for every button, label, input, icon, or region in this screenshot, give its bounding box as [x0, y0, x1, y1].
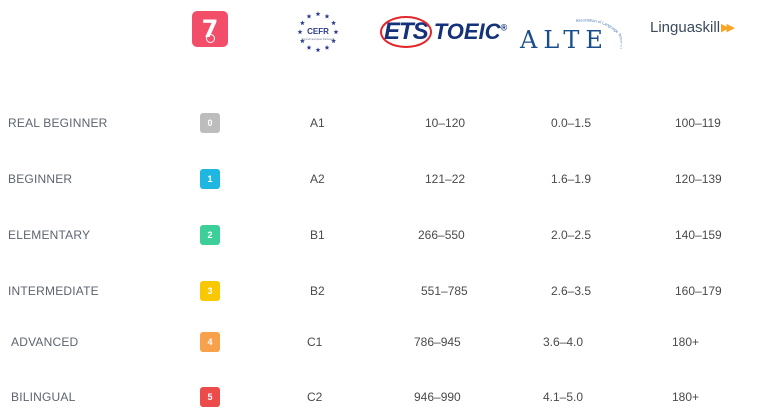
- linguaskill-value: 160–179: [675, 284, 722, 298]
- table-row: ELEMENTARY 2 B1 266–550 2.0–2.5 140–159: [0, 223, 772, 247]
- level-name: BILINGUAL: [11, 390, 76, 404]
- alte-value: 2.6–3.5: [551, 284, 592, 298]
- toeic-value: 786–945: [414, 335, 461, 349]
- cefr-value: A2: [310, 172, 325, 186]
- cefr-value: C2: [307, 390, 323, 404]
- cefr-value: B2: [310, 284, 325, 298]
- cefr-value: C1: [307, 335, 323, 349]
- table-row: BILINGUAL 5 C2 946–990 4.1–5.0 180+: [0, 385, 772, 409]
- alte-value: 4.1–5.0: [543, 390, 584, 404]
- table-row: INTERMEDIATE 3 B2 551–785 2.6–3.5 160–179: [0, 279, 772, 303]
- linguaskill-value: 180+: [672, 335, 700, 349]
- cefr-stars-icon: CEFR Common European Framework: [297, 11, 339, 53]
- level-badge: 4: [200, 332, 220, 352]
- level-badge: 1: [200, 169, 220, 189]
- cefr-star: [333, 29, 339, 35]
- level-badge: 3: [200, 281, 220, 301]
- table-row: BEGINNER 1 A2 121–22 1.6–1.9 120–139: [0, 167, 772, 191]
- table-row: ADVANCED 4 C1 786–945 3.6–4.0 180+: [0, 330, 772, 354]
- toeic-value: 121–22: [425, 172, 466, 186]
- cefr-value: A1: [310, 116, 325, 130]
- table-row: REAL BEGINNER 0 A1 10–120 0.0–1.5 100–119: [0, 111, 772, 135]
- ets-toeic-logo: ETS TOEIC®: [380, 14, 507, 50]
- level-name: INTERMEDIATE: [8, 284, 99, 298]
- registered-mark: ®: [500, 22, 508, 33]
- alte-label: ALTE: [520, 26, 609, 54]
- level-badge: 0: [200, 113, 220, 133]
- seven-brand-logo: 7: [192, 11, 228, 47]
- seven-brand-icon: [206, 34, 215, 43]
- level-badge: 2: [200, 225, 220, 245]
- linguaskill-value: 180+: [672, 390, 700, 404]
- level-name: REAL BEGINNER: [8, 116, 108, 130]
- level-name: ELEMENTARY: [8, 228, 91, 242]
- toeic-label: TOEIC®: [434, 19, 507, 45]
- toeic-value: 266–550: [418, 228, 465, 242]
- cefr-logo: CEFR Common European Framework: [296, 10, 340, 54]
- toeic-value: 551–785: [421, 284, 468, 298]
- toeic-value: 10–120: [425, 116, 466, 130]
- cefr-star: [299, 38, 305, 44]
- cefr-star: [306, 44, 312, 50]
- ets-label: ETS: [380, 16, 432, 48]
- cefr-label: CEFR: [307, 27, 329, 36]
- cefr-value: B1: [310, 228, 325, 242]
- play-arrows-icon: ▶▶: [721, 22, 735, 34]
- alte-value: 0.0–1.5: [551, 116, 592, 130]
- linguaskill-value: 140–159: [675, 228, 722, 242]
- alte-value: 1.6–1.9: [551, 172, 592, 186]
- level-name: ADVANCED: [11, 335, 79, 349]
- level-badge: 5: [200, 387, 220, 407]
- alte-arc-icon: Association of Language Testers in Europ…: [516, 12, 622, 50]
- cefr-star: [299, 20, 305, 26]
- level-name: BEGINNER: [8, 172, 73, 186]
- cefr-star: [315, 11, 321, 17]
- linguaskill-value: 100–119: [675, 116, 721, 130]
- cefr-star: [306, 13, 312, 19]
- cefr-star: [324, 13, 330, 19]
- toeic-text: TOEIC: [433, 19, 501, 44]
- cefr-star: [331, 38, 337, 44]
- linguaskill-logo: Linguaskill ▶▶: [650, 19, 735, 36]
- alte-logo: Association of Language Testers in Europ…: [516, 12, 622, 54]
- alte-value: 2.0–2.5: [551, 228, 592, 242]
- cefr-sublabel: Common European Framework: [301, 38, 335, 41]
- cefr-star: [315, 47, 321, 53]
- alte-value: 3.6–4.0: [543, 335, 584, 349]
- cefr-star: [331, 20, 337, 26]
- cefr-star: [297, 29, 303, 35]
- cefr-star: [324, 44, 330, 50]
- toeic-value: 946–990: [414, 390, 461, 404]
- linguaskill-label: Linguaskill: [650, 19, 721, 36]
- linguaskill-value: 120–139: [675, 172, 722, 186]
